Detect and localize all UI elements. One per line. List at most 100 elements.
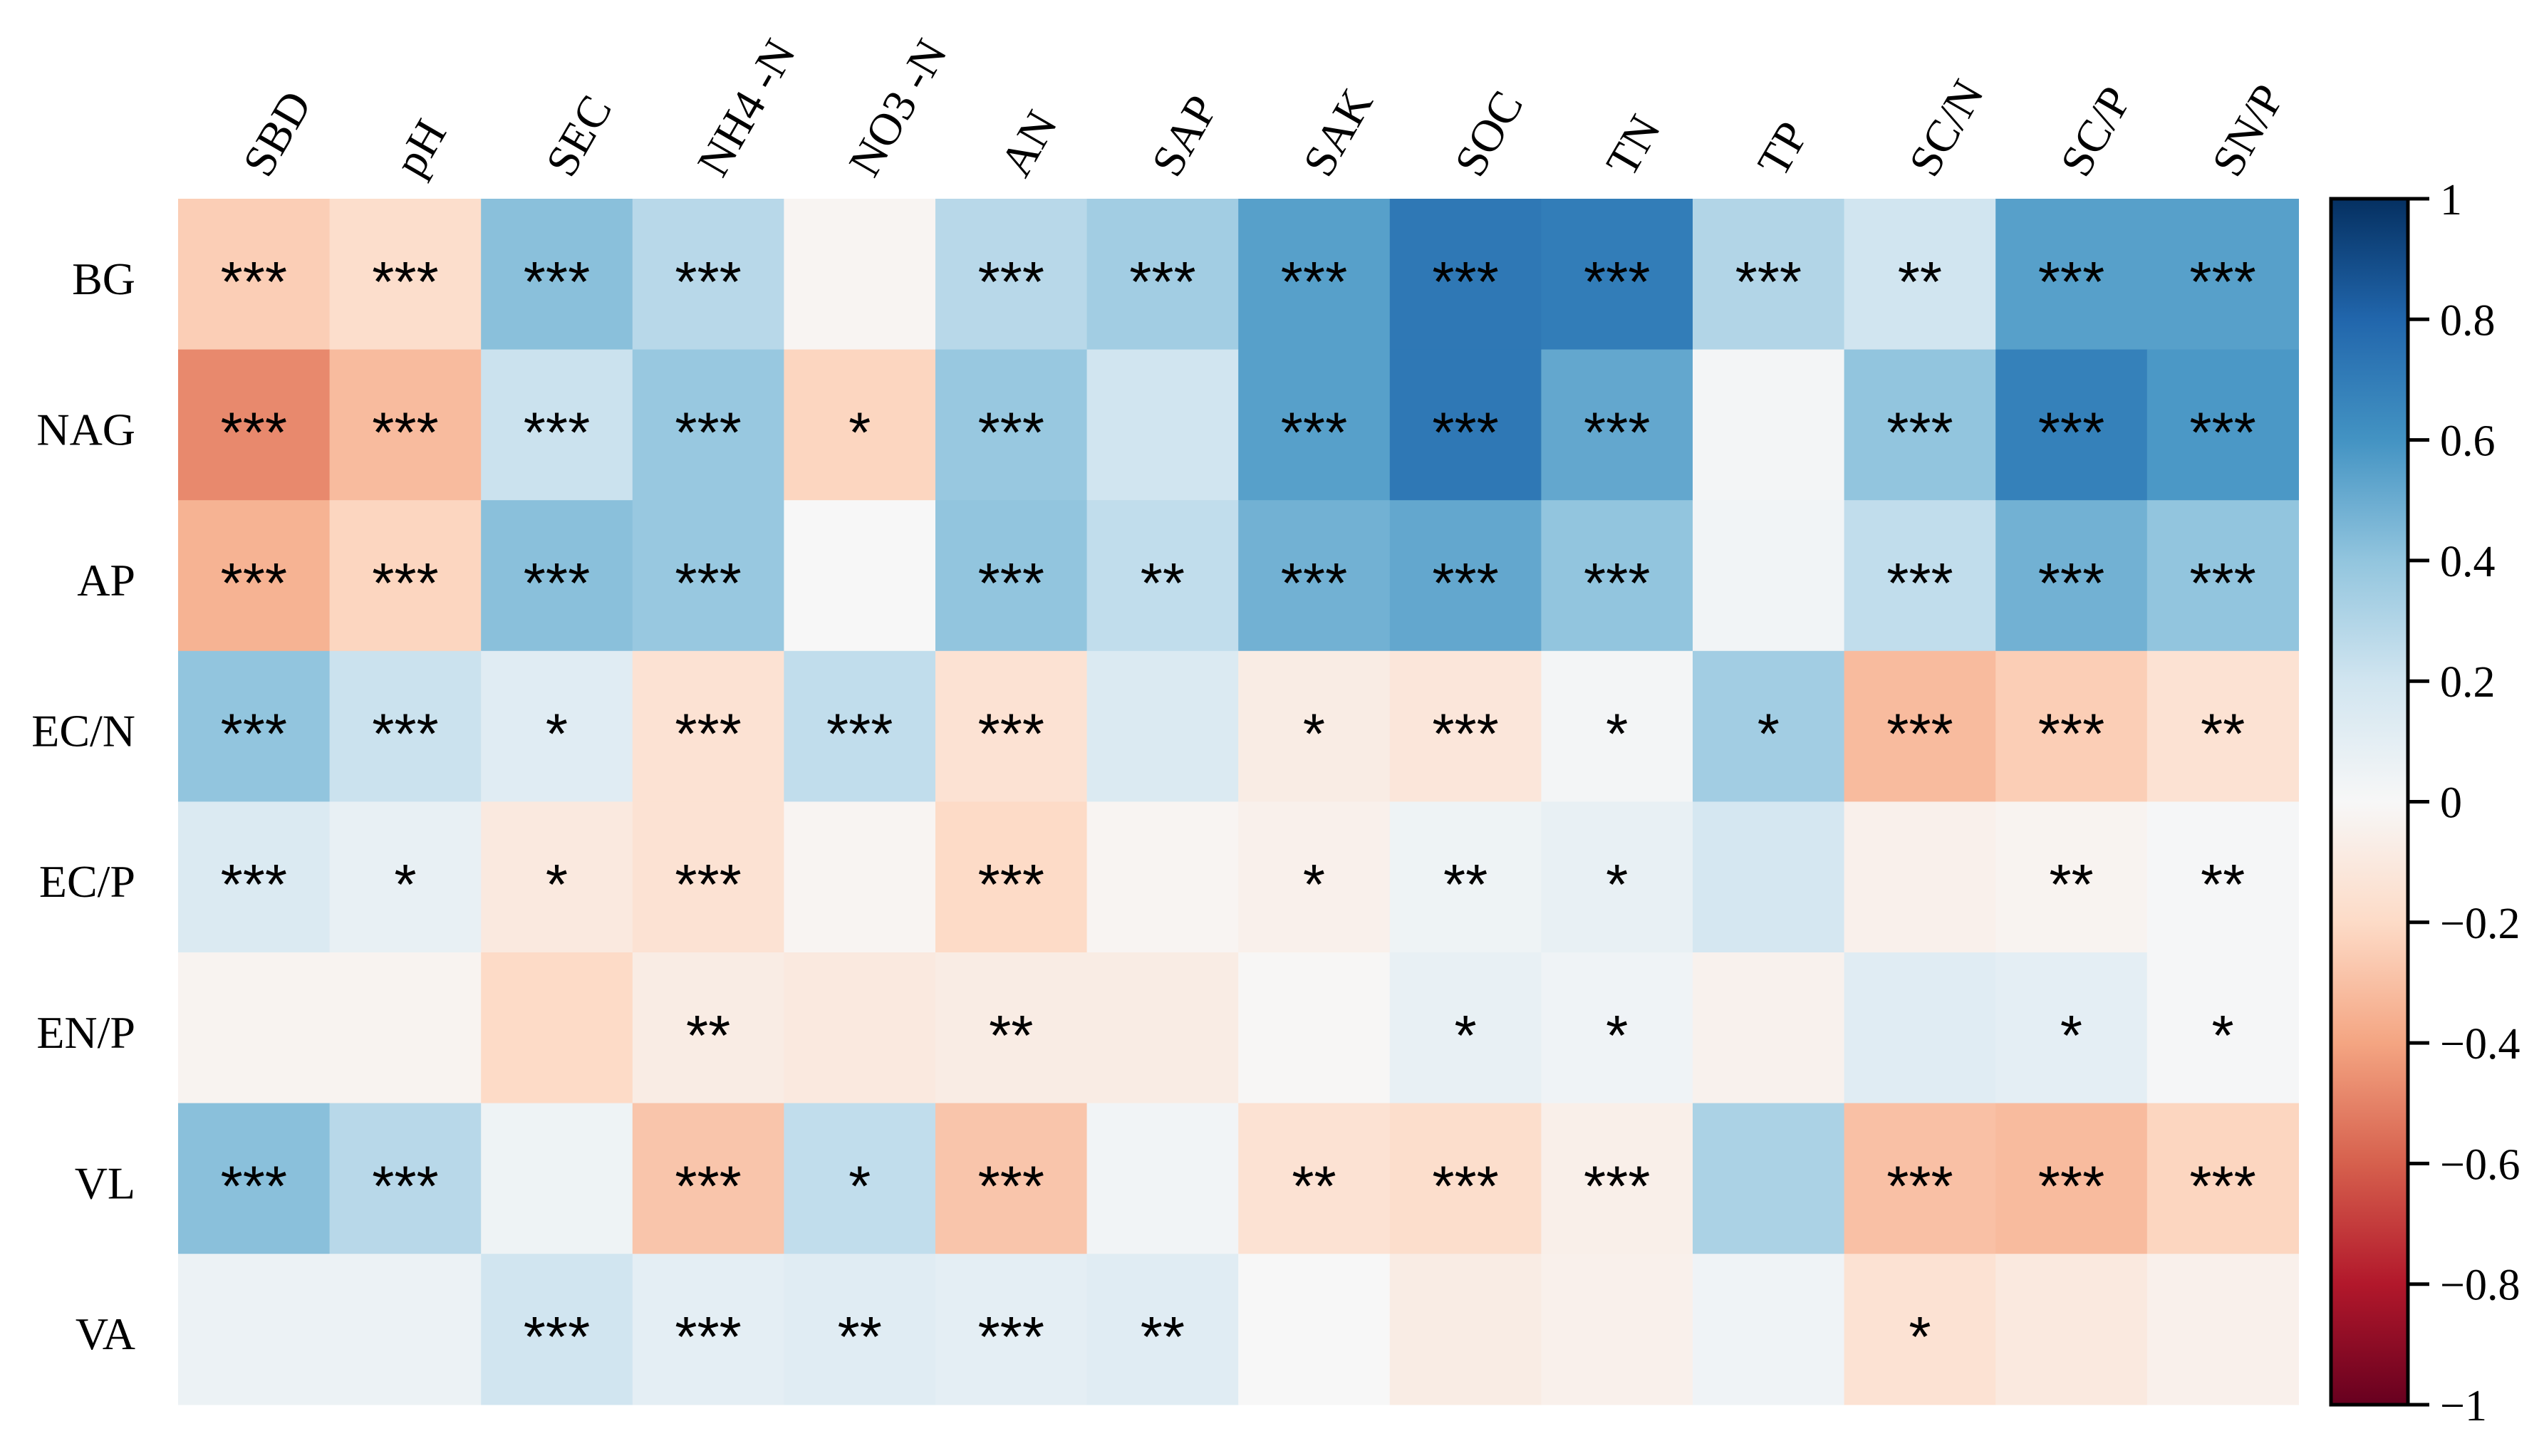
cell-VL-SC/N [1844,1103,1996,1254]
sig-VA-SAP: ** [1141,1305,1185,1368]
cell-EC/P-AN [935,801,1088,953]
colorbar-tick-label: 0 [2440,779,2462,828]
sig-EN/P-TN: * [1606,1004,1628,1067]
cell-EC/N-SOC [1389,650,1542,802]
cell-AP-TN [1541,500,1693,652]
column-labels: SBD pH SEC NH4 -N NO3 -N AN SAP SAK SOC TN TP SC/N S… [233,31,2294,184]
cell-EN/P-SOC [1389,952,1542,1104]
cell-EC/P-NH4 -N [632,801,784,953]
cell-EC/N-TP [1693,650,1845,802]
cell-EN/P-SC/N [1844,952,1996,1104]
cell-AP-SOC [1389,500,1542,652]
sig-BG-SOC: *** [1432,250,1498,313]
cell-AP-TP [1693,500,1845,652]
cell-VL-SBD [178,1103,331,1254]
sig-BG-SBD: *** [221,250,287,313]
sig-AP-SC/P: *** [2038,551,2104,615]
colorbar: 1 0.8 0.6 0.4 0.2 0 −0.2 −0.4 −0.6 −0.8 −1 [2329,176,2520,1430]
cell-BG-SAK [1238,199,1391,350]
column-label: pH [385,111,457,184]
cell-EC/P-SOC [1389,801,1542,953]
cell-EC/P-TP [1693,801,1845,953]
cell-AP-SBD [178,500,331,652]
sig-AP-SN/P: *** [2189,551,2255,615]
cell-NAG-AN [935,349,1088,501]
cell-NAG-pH [329,349,482,501]
cell-VL-SN/P [2146,1103,2299,1254]
row-label: BG [72,254,135,304]
cell-VA-NH4 -N [632,1254,784,1405]
cell-AP-SC/P [1995,500,2148,652]
cell-EC/N-TN [1541,650,1693,802]
sig-AP-NH4 -N: *** [675,551,741,615]
cell-NAG-SAP [1086,349,1239,501]
cell-VL-AN [935,1103,1088,1254]
cell-AP-SC/N [1844,500,1996,652]
colorbar-tick-label: 0.2 [2440,658,2496,707]
sig-NAG-SC/N: *** [1886,400,1953,464]
sig-AP-SAP: ** [1141,551,1185,615]
cell-VL-SEC [481,1103,633,1254]
row-label: AP [77,555,135,605]
cell-BG-NO3 -N [784,199,936,350]
column-label: SC/P [2050,78,2141,184]
sig-BG-SC/N: ** [1898,250,1942,313]
sig-EC/P-NH4 -N: *** [675,853,741,916]
cell-BG-SOC [1389,199,1542,350]
column-label: SBD [233,83,321,184]
colorbar-tick-label: 0.4 [2440,538,2496,586]
cell-NAG-SAK [1238,349,1391,501]
sig-BG-SAK: *** [1281,250,1347,313]
cell-VA-SEC [481,1254,633,1405]
sig-AP-SOC: *** [1432,551,1498,615]
sig-VL-pH: *** [372,1154,438,1217]
row-label: EC/N [31,706,135,756]
sig-VL-SN/P: *** [2189,1154,2255,1217]
sig-AP-SAK: *** [1281,551,1347,615]
sig-EC/P-TN: * [1606,853,1628,916]
cell-VL-NO3 -N [784,1103,936,1254]
sig-EC/N-SN/P: ** [2201,702,2245,766]
sig-EC/N-NH4 -N: *** [675,702,741,766]
column-label: NH4 -N [687,31,805,184]
colorbar-gradient [2329,197,2410,1407]
sig-EC/P-SAK: * [1303,853,1325,916]
sig-AP-SEC: *** [524,551,590,615]
cell-EC/P-SAK [1238,801,1391,953]
cell-AP-NH4 -N [632,500,784,652]
column-label: SOC [1445,83,1533,184]
cell-EN/P-TP [1693,952,1845,1104]
column-label: SAP [1142,87,1227,184]
cell-BG-AN [935,199,1088,350]
cell-AP-SAK [1238,500,1391,652]
cell-VA-TP [1693,1254,1845,1405]
sig-EC/P-pH: * [394,853,416,916]
cell-EN/P-SAK [1238,952,1391,1104]
sig-AP-AN: *** [978,551,1044,615]
colorbar-tick-label: −1 [2440,1382,2487,1430]
column-label: SC/N [1899,71,1994,184]
significance-marks: *** *** *** *** *** *** *** *** *** *** ** *** *****… [221,250,2256,1368]
sig-EC/N-TN: * [1606,702,1628,766]
sig-EC/P-SOC: ** [1443,853,1488,916]
heatmap-cells [178,199,2299,1405]
sig-NAG-pH: *** [372,400,438,464]
cell-EC/P-SC/N [1844,801,1996,953]
column-label: TN [1596,107,1670,184]
cell-VA-SAK [1238,1254,1391,1405]
colorbar-ticks: 1 0.8 0.6 0.4 0.2 0 −0.2 −0.4 −0.6 −0.8 −1 [2408,176,2520,1430]
cell-VL-SOC [1389,1103,1542,1254]
cell-EC/N-SAP [1086,650,1239,802]
sig-BG-NH4 -N: *** [675,250,741,313]
sig-EC/P-SC/P: ** [2049,853,2093,916]
cell-EC/N-SC/P [1995,650,2148,802]
cell-EC/N-pH [329,650,482,802]
cell-VA-SN/P [2146,1254,2299,1405]
sig-EC/N-SC/N: *** [1886,702,1953,766]
colorbar-tick-label: −0.8 [2440,1262,2520,1310]
sig-VA-SEC: *** [524,1305,590,1368]
sig-EN/P-NH4 -N: ** [686,1004,730,1067]
cell-BG-SAP [1086,199,1239,350]
cell-VL-TP [1693,1103,1845,1254]
